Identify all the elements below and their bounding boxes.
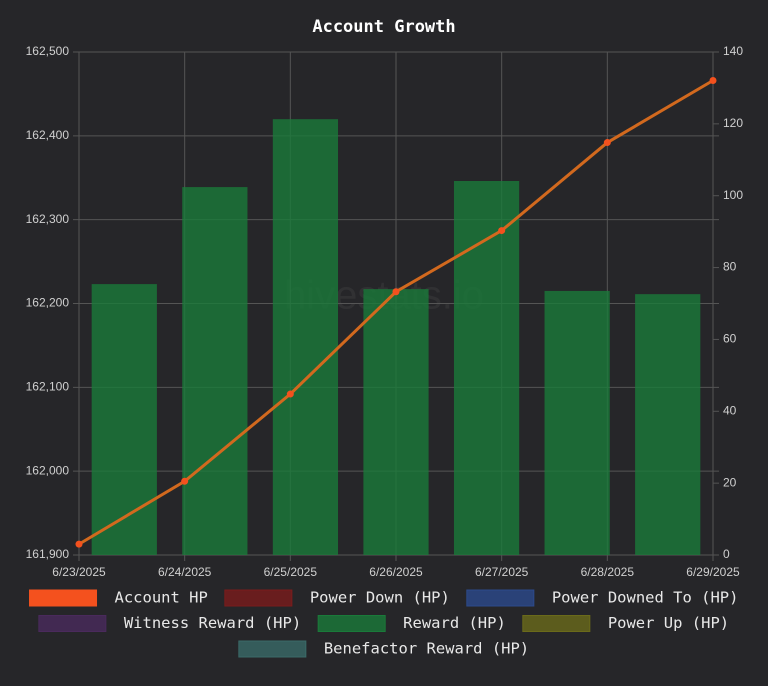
bar: [363, 289, 429, 555]
y2-tick-label: 0: [723, 547, 730, 561]
legend-label: Power Down (HP): [310, 589, 450, 607]
y-tick-label: 162,000: [26, 463, 70, 477]
x-tick-label: 6/28/2025: [581, 565, 635, 579]
y2-tick-label: 80: [723, 260, 737, 274]
x-tick-label: 6/25/2025: [264, 565, 318, 579]
legend-label: Witness Reward (HP): [124, 614, 301, 632]
y-tick-label: 162,200: [26, 296, 70, 310]
line-point: [498, 227, 506, 235]
line-point: [286, 390, 294, 398]
legend-swatch: [38, 615, 107, 632]
y2-tick-label: 100: [723, 188, 743, 202]
chart-title: Account Growth: [312, 17, 455, 37]
x-tick-label: 6/27/2025: [475, 565, 529, 579]
y-tick-label: 162,500: [26, 44, 70, 58]
y-tick-label: 162,300: [26, 212, 70, 226]
legend-swatch: [317, 615, 386, 632]
legend-swatch: [29, 589, 98, 607]
legend-label: Account HP: [115, 589, 208, 607]
legend-label: Benefactor Reward (HP): [324, 640, 529, 658]
legend-swatch: [238, 640, 307, 658]
x-tick-label: 6/24/2025: [158, 565, 212, 579]
y2-tick-label: 140: [723, 44, 743, 58]
y2-tick-label: 20: [723, 475, 737, 489]
line-point: [603, 139, 611, 147]
bar: [635, 294, 701, 555]
legend-label: Power Up (HP): [608, 614, 729, 632]
bar: [544, 290, 610, 555]
bar: [182, 187, 248, 555]
line-point: [392, 288, 400, 296]
legend-label: Reward (HP): [403, 614, 506, 632]
line-point: [709, 77, 717, 85]
y-tick-label: 162,400: [26, 128, 70, 142]
y-tick-label: 162,100: [26, 380, 70, 394]
legend-swatch: [522, 615, 591, 632]
bar: [272, 119, 339, 555]
bar: [453, 180, 520, 555]
y-tick-label: 161,900: [26, 547, 70, 561]
line-point: [75, 540, 83, 548]
legend-label: Power Downed To (HP): [552, 589, 739, 607]
x-tick-label: 6/29/2025: [686, 565, 740, 579]
x-tick-label: 6/26/2025: [369, 565, 423, 579]
line-point: [181, 477, 189, 485]
legend-swatch: [466, 589, 535, 607]
x-tick-label: 6/23/2025: [52, 565, 106, 579]
y2-tick-label: 60: [723, 332, 737, 346]
y2-tick-label: 120: [723, 116, 743, 130]
bar: [91, 284, 157, 555]
legend-swatch: [224, 589, 293, 607]
y2-tick-label: 40: [723, 403, 737, 417]
